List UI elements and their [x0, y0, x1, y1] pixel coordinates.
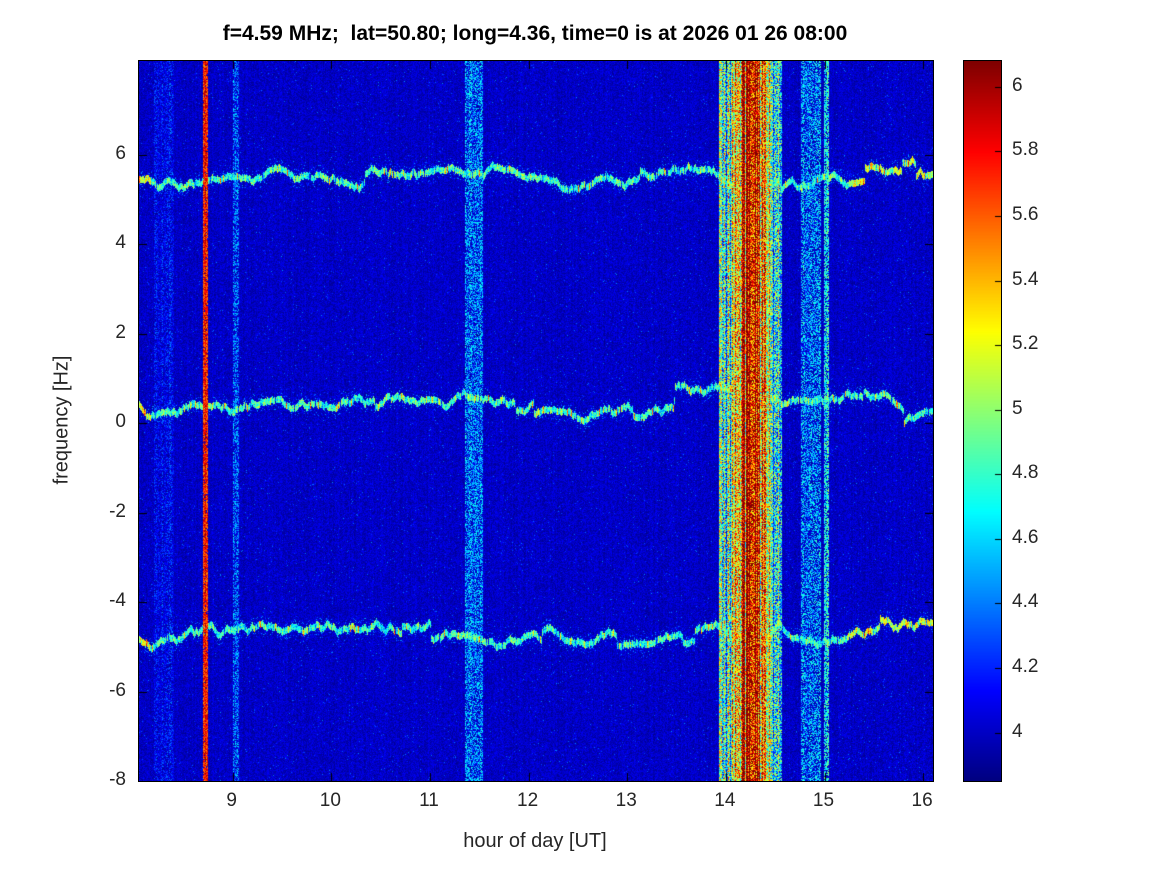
colorbar-tick-label: 5.8: [1012, 139, 1039, 161]
colorbar-tick-label: 4.2: [1012, 655, 1039, 677]
x-tick-label: 12: [517, 790, 539, 811]
x-tick-label: 11: [419, 790, 439, 811]
x-tick-label: 13: [615, 790, 637, 811]
colorbar-tick-label: 5.6: [1012, 203, 1039, 225]
y-tick-label: -2: [109, 500, 126, 522]
y-tick-label: -6: [109, 679, 126, 701]
colorbar-tick-label: 5.2: [1012, 333, 1039, 355]
x-axis-label: hour of day [UT]: [463, 830, 607, 852]
plot-area: [138, 60, 934, 782]
x-tick-label: 16: [911, 790, 933, 811]
colorbar-tick-label: 4: [1012, 720, 1023, 742]
x-tick-label: 14: [714, 790, 736, 811]
x-tick-label: 9: [226, 790, 237, 811]
x-tick-label: 10: [319, 790, 341, 811]
colorbar-tick-label: 5: [1012, 397, 1023, 419]
y-tick-label: -4: [109, 590, 126, 612]
colorbar-tick-label: 6: [1012, 74, 1023, 96]
colorbar-tick-label: 4.8: [1012, 462, 1039, 484]
colorbar-tick-label: 4.6: [1012, 526, 1039, 548]
chart-title: f=4.59 MHz; lat=50.80; long=4.36, time=0…: [222, 22, 848, 45]
colorbar-tick-label: 4.4: [1012, 591, 1039, 613]
y-tick-label: 0: [115, 411, 126, 433]
spectrogram-canvas: [139, 61, 933, 781]
colorbar: [963, 60, 1002, 782]
colorbar-tick-label: 5.4: [1012, 268, 1039, 290]
y-tick-label: 4: [115, 232, 126, 254]
x-tick-label: 15: [812, 790, 835, 811]
y-tick-label: 6: [115, 142, 126, 164]
y-tick-label: 2: [115, 321, 126, 343]
colorbar-gradient: [964, 61, 1001, 781]
y-tick-label: -8: [109, 769, 126, 790]
